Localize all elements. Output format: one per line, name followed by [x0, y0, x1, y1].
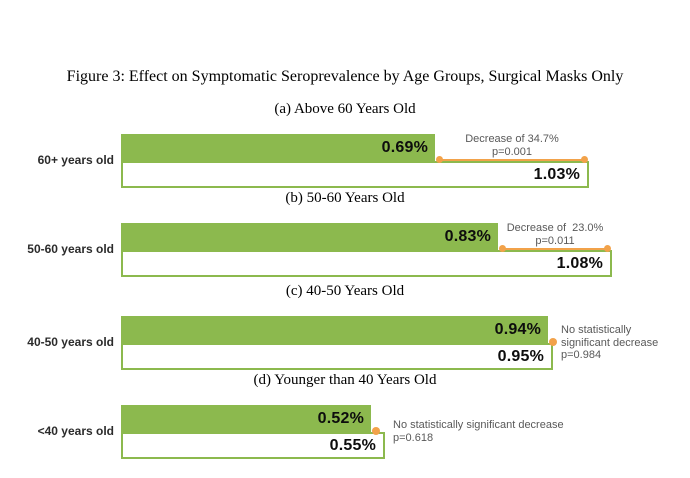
plot-area: 0.69% 1.03% Decrease of 34.7% p=0.001	[121, 133, 681, 188]
treatment-bar: 0.83%	[121, 223, 498, 250]
panel-40-50: (c) 40-50 Years Old 40-50 years old 0.94…	[0, 283, 690, 370]
annotation-line: p=0.011	[535, 234, 575, 247]
annotation: Decrease of 34.7% p=0.001	[435, 133, 589, 158]
treatment-value-label: 0.94%	[494, 320, 541, 338]
panel-caption: (a) Above 60 Years Old	[274, 101, 416, 117]
control-value-label: 0.55%	[329, 436, 376, 454]
control-bar: 1.08%	[121, 250, 612, 277]
plot-area: 0.83% 1.08% Decrease of 23.0% p=0.011	[121, 222, 681, 277]
treatment-bar: 0.94%	[121, 316, 548, 343]
bar-row: 40-50 years old 0.94% 0.95% No statistic…	[0, 316, 690, 372]
annotation-line: Decrease of 23.0%	[506, 222, 604, 234]
treatment-value-label: 0.83%	[444, 227, 491, 245]
treatment-bar: 0.52%	[121, 405, 371, 432]
panel-caption: (b) 50-60 Years Old	[285, 190, 405, 206]
bar-row: 60+ years old 0.69% 1.03% Decrease of 34…	[0, 133, 690, 190]
y-axis-label: 40-50 years old	[27, 335, 114, 349]
annotation-line: Decrease of 34.7%	[465, 133, 559, 145]
decrease-connector	[436, 156, 588, 163]
y-axis-label: <40 years old	[37, 424, 114, 438]
control-value-label: 0.95%	[497, 347, 544, 365]
plot-area: 0.94% 0.95% No statistically significant…	[121, 316, 681, 370]
y-axis-label: 50-60 years old	[27, 242, 114, 256]
decrease-connector	[499, 245, 611, 252]
endpoint-dot	[549, 338, 557, 346]
annotation-line: p=0.001	[491, 145, 533, 158]
endpoint-dot	[372, 427, 380, 435]
panel-caption: (d) Younger than 40 Years Old	[253, 372, 437, 388]
annotation: No statistically significant decrease p=…	[561, 324, 658, 362]
bar-row: 50-60 years old 0.83% 1.08% Decrease of …	[0, 222, 690, 279]
treatment-value-label: 0.69%	[381, 138, 428, 156]
control-bar: 0.55%	[121, 432, 385, 459]
figure-title: Figure 3: Effect on Symptomatic Seroprev…	[66, 68, 624, 85]
panel-caption: (c) 40-50 Years Old	[285, 283, 405, 299]
control-bar: 1.03%	[121, 161, 589, 188]
annotation-line: No statistically	[561, 324, 632, 336]
treatment-bar: 0.69%	[121, 134, 435, 161]
bar-row: <40 years old 0.52% 0.55% No statistical…	[0, 405, 690, 461]
y-axis-label: 60+ years old	[37, 153, 114, 167]
control-bar: 0.95%	[121, 343, 553, 370]
plot-area: 0.52% 0.55% No statistically significant…	[121, 405, 681, 459]
annotation-line: p=0.984	[561, 349, 602, 362]
annotation: Decrease of 23.0% p=0.011	[498, 222, 612, 247]
annotation-line: No statistically significant decrease	[393, 419, 564, 431]
panel-50-60: (b) 50-60 Years Old 50-60 years old 0.83…	[0, 190, 690, 277]
treatment-value-label: 0.52%	[317, 409, 364, 427]
control-value-label: 1.08%	[556, 254, 603, 272]
panel-above-60: (a) Above 60 Years Old 60+ years old 0.6…	[0, 101, 690, 188]
annotation: No statistically significant decrease p=…	[393, 419, 564, 444]
annotation-line: p=0.618	[393, 431, 434, 444]
panel-under-40: (d) Younger than 40 Years Old <40 years …	[0, 372, 690, 459]
control-value-label: 1.03%	[533, 165, 580, 183]
annotation-line: significant decrease	[561, 336, 659, 349]
